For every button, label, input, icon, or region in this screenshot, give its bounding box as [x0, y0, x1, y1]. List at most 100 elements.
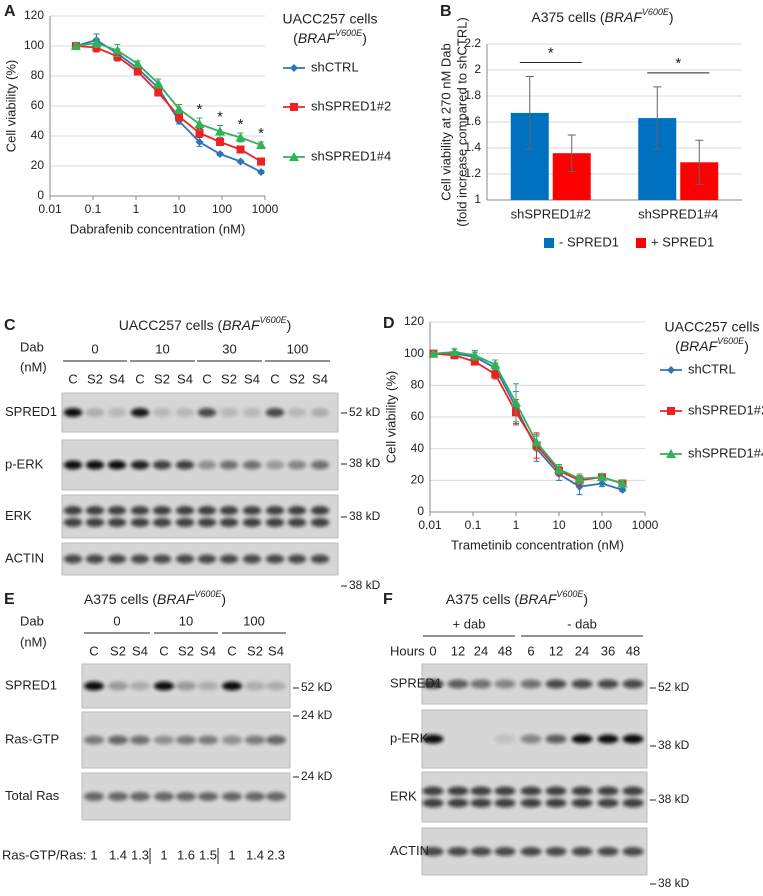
size-marker: 38 kD [658, 738, 690, 752]
legend-label: shCTRL [688, 361, 736, 376]
data-point [531, 437, 542, 447]
legend-label: shSPRED1#2 [688, 402, 763, 417]
text-part: A375 cells ( [84, 591, 157, 607]
lane-label: S2 [289, 371, 305, 386]
annotation: * [238, 116, 244, 133]
ratio-value: 1.3 [131, 847, 149, 862]
band [175, 408, 195, 417]
text-part: V600E [335, 28, 363, 38]
band [107, 460, 127, 470]
lane-label: S2 [87, 371, 103, 386]
band [310, 554, 330, 564]
band [494, 786, 516, 796]
lane-label: S4 [200, 643, 216, 658]
y-tick-label: 1.4 [464, 140, 481, 154]
series-line [433, 351, 623, 485]
y-tick-label: 1 [474, 192, 481, 206]
x-tick-label: 0.1 [465, 518, 482, 532]
band [197, 408, 217, 417]
lane-label: S4 [312, 371, 328, 386]
row-label: p-ERK [390, 730, 429, 745]
legend-title: (BRAFV600E) [293, 28, 367, 45]
data-point [112, 45, 123, 55]
blot-strip [421, 771, 648, 823]
band [447, 786, 469, 796]
data-point [194, 119, 205, 128]
band [422, 786, 444, 796]
lane-label: S2 [178, 643, 194, 658]
band [310, 506, 330, 515]
ratio-value: 1 [90, 847, 97, 862]
band [287, 460, 307, 470]
data-point [428, 348, 439, 358]
band [197, 792, 219, 801]
band [265, 735, 287, 745]
text-part: ) [669, 9, 674, 25]
blot-title: A375 cells (BRAFV600E) [446, 589, 588, 606]
data-point [257, 157, 266, 166]
size-marker: 52 kD [349, 405, 381, 419]
band [175, 506, 195, 515]
ratio-value: 2.3 [267, 847, 285, 862]
band [470, 786, 492, 796]
band [242, 408, 262, 417]
y-tick-label: 100 [24, 38, 44, 52]
band [83, 681, 105, 691]
ratio-value: 1 [160, 847, 167, 862]
band [494, 679, 516, 689]
series-line [75, 45, 262, 163]
band [571, 734, 593, 744]
dose-label: Dab [20, 613, 44, 628]
band [219, 554, 239, 564]
x-tick-label: 10 [172, 202, 186, 216]
y-tick-label: 40 [411, 441, 425, 455]
legend-marker [290, 103, 298, 111]
text-part: UACC257 cells ( [119, 317, 223, 333]
data-point [195, 138, 204, 146]
band [85, 460, 105, 470]
lane-label: 6 [527, 643, 534, 658]
row-label: ACTIN [390, 843, 429, 858]
band [265, 554, 285, 564]
band [197, 518, 217, 527]
row-label: SPRED1 [5, 404, 57, 419]
band [107, 792, 129, 801]
error-bar [525, 76, 534, 150]
dose-label: (nM) [20, 359, 47, 374]
data-point [235, 132, 246, 142]
band [310, 460, 330, 470]
x-tick-label: 0.01 [418, 518, 442, 532]
band [265, 681, 287, 691]
band [63, 554, 83, 564]
y-tick-label: 1.8 [464, 88, 481, 102]
lane-label: 48 [498, 643, 512, 658]
annotation: * [217, 108, 223, 125]
data-point [216, 150, 225, 158]
legend-title: UACC257 cells [665, 319, 760, 335]
text-part: ) [583, 591, 588, 607]
y-tick-label: 80 [31, 68, 45, 82]
band [175, 518, 195, 527]
size-marker: 52 kD [301, 680, 333, 694]
x-axis-label: Trametinib concentration (nM) [451, 537, 624, 552]
band [129, 735, 151, 745]
legend-label: + SPRED1 [651, 234, 714, 249]
band [520, 798, 542, 808]
band [107, 408, 127, 417]
text-part: BRAF [680, 338, 719, 354]
band [447, 847, 469, 856]
text-part: ( [293, 30, 298, 46]
panel-letter: F [383, 591, 393, 608]
legend-marker [667, 407, 675, 415]
data-point [597, 472, 607, 482]
x-tick-label: 1000 [252, 202, 279, 216]
group-label: - dab [567, 616, 597, 631]
band [622, 798, 644, 808]
annotation: * [675, 55, 681, 72]
y-tick-label: 0 [417, 504, 424, 518]
dose-label: Dab [20, 339, 44, 354]
x-tick-label: 1 [513, 518, 520, 532]
size-marker: 24 kD [301, 708, 333, 722]
lane-label: 48 [626, 643, 640, 658]
group-label: 0 [91, 341, 98, 356]
